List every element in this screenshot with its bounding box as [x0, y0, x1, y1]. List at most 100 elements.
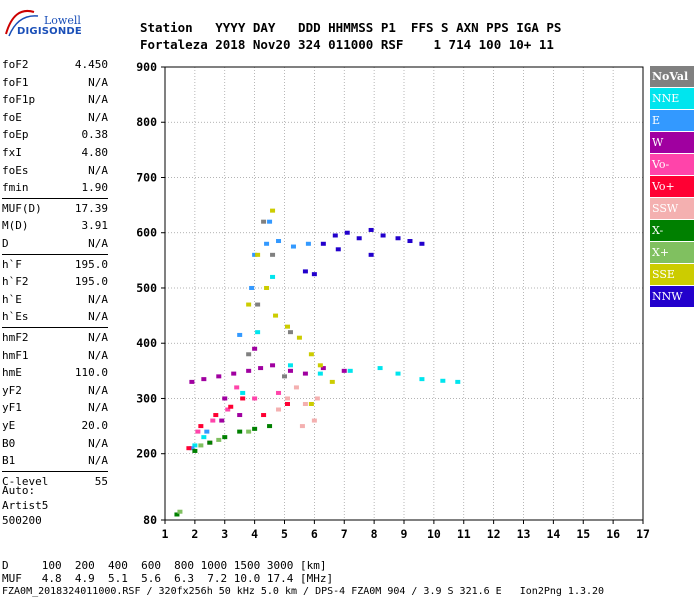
x-tick-label: 3	[221, 527, 228, 541]
echo-point-ssw	[299, 424, 305, 429]
echo-point-sse	[264, 285, 270, 290]
echo-point-e	[204, 429, 210, 434]
legend-item-sse: SSE	[650, 264, 694, 285]
param-value: N/A	[88, 163, 108, 177]
echo-point-vo-	[234, 385, 240, 390]
param-name: fxI	[2, 146, 22, 159]
echo-point-x-	[267, 424, 273, 429]
echo-point-ssw	[314, 396, 320, 401]
echo-point-nne	[419, 377, 425, 382]
param-value: N/A	[88, 93, 108, 107]
echo-point-w	[231, 371, 237, 376]
echo-point-ssw	[302, 401, 308, 406]
x-tick-label: 2	[191, 527, 198, 541]
param-row: hmF1 N/A	[2, 347, 108, 365]
param-value: 0.38	[81, 128, 109, 142]
echo-point-nnw	[419, 241, 425, 246]
echo-point-nne	[347, 368, 353, 373]
param-value: N/A	[88, 454, 108, 468]
param-value: N/A	[88, 436, 108, 450]
echo-point-ssw	[276, 407, 282, 412]
echo-point-vo-	[186, 446, 192, 451]
param-value: N/A	[88, 110, 108, 124]
param-row: C-level 55	[2, 473, 108, 491]
param-value: 195.0	[74, 257, 108, 271]
param-name: M(D)	[2, 219, 29, 233]
param-name: B1	[2, 454, 16, 468]
echo-point-vo-	[261, 413, 267, 418]
echo-point-x-	[237, 429, 243, 434]
echo-point-nne	[201, 435, 207, 440]
logo-digisonde-text: DIGISONDE	[17, 26, 82, 37]
auto-version: 500200	[2, 514, 42, 527]
echo-point-sse	[284, 324, 290, 329]
plot-frame	[164, 66, 644, 521]
param-name: foEs	[2, 163, 29, 177]
echo-point-nne	[192, 443, 198, 448]
param-row: foEs N/A	[2, 162, 108, 180]
y-tick-label: 900	[136, 60, 157, 74]
param-name: yF1	[2, 401, 22, 415]
footer-file-info: FZA0M_2018324011000.RSF / 320fx256h 50 k…	[2, 586, 605, 597]
echo-point-e	[276, 239, 282, 244]
param-name: h`F2	[2, 275, 29, 289]
echo-point-w	[201, 377, 207, 382]
y-tick-label: 300	[136, 391, 157, 405]
echo-point-nnw	[368, 252, 374, 257]
echo-point-e	[264, 241, 270, 246]
param-name: foE	[2, 110, 22, 124]
echo-point-x-	[174, 512, 180, 517]
y-tick-label: 400	[136, 336, 157, 350]
param-value: 3.91	[81, 219, 109, 233]
echo-point-e	[249, 285, 255, 290]
echo-point-w	[237, 413, 243, 418]
param-name: C-level	[2, 474, 49, 488]
echo-point-vo-	[210, 418, 216, 423]
param-value: 4.80	[81, 146, 109, 159]
param-row: fmin 1.90	[2, 179, 108, 197]
legend-item-x-: X-	[650, 220, 694, 241]
param-name: B0	[2, 436, 16, 450]
auto-label: Auto:	[2, 484, 36, 497]
param-name: D	[2, 237, 9, 250]
legend-item-ssw: SSW	[650, 198, 694, 219]
echo-point-nne	[440, 378, 446, 383]
param-separator	[2, 470, 108, 472]
echo-point-noval	[255, 302, 261, 307]
param-value: 1.90	[81, 181, 109, 195]
echo-point-w	[258, 366, 264, 371]
echo-point-x-	[192, 448, 198, 453]
echo-point-nne	[455, 379, 461, 384]
header-fields: Station YYYY DAY DDD HHMMSS P1 FFS S AXN…	[140, 20, 562, 35]
x-tick-label: 10	[427, 527, 441, 541]
echo-point-e	[237, 332, 243, 337]
echo-point-vo-	[240, 396, 246, 401]
echo-point-noval	[287, 330, 293, 335]
x-tick-label: 4	[251, 527, 258, 541]
param-row: foEp 0.38	[2, 126, 108, 144]
echo-point-w	[222, 396, 228, 401]
param-row: MUF(D) 17.39	[2, 200, 108, 218]
polarization-legend: NoVal NNE E W Vo- Vo+ SSW X- X+ SSE NNW	[650, 66, 694, 308]
y-tick-label: 500	[136, 281, 157, 295]
echo-point-e	[305, 241, 311, 246]
param-value: 17.39	[74, 201, 108, 215]
param-row: foE N/A	[2, 109, 108, 127]
param-value: N/A	[88, 401, 108, 415]
echo-point-x-	[252, 426, 258, 431]
echo-point-nnw	[356, 236, 362, 241]
param-value: N/A	[88, 348, 108, 362]
legend-item-nne: NNE	[650, 88, 694, 109]
footer-muf-row: MUF 4.8 4.9 5.1 5.6 6.3 7.2 10.0 17.4 [M…	[2, 572, 334, 585]
echo-point-sse	[317, 363, 323, 368]
param-row: hmF2 N/A	[2, 329, 108, 347]
param-name: hmF1	[2, 348, 29, 362]
echo-point-sse	[255, 252, 261, 257]
echo-point-x-	[177, 509, 183, 514]
x-tick-label: 14	[546, 527, 560, 541]
x-tick-label: 7	[341, 527, 348, 541]
footer-distance-row: D 100 200 400 600 800 1000 1500 3000 [km…	[2, 559, 327, 572]
y-tick-label: 200	[136, 447, 157, 461]
param-value: 55	[94, 474, 108, 488]
param-row: D N/A	[2, 235, 108, 253]
